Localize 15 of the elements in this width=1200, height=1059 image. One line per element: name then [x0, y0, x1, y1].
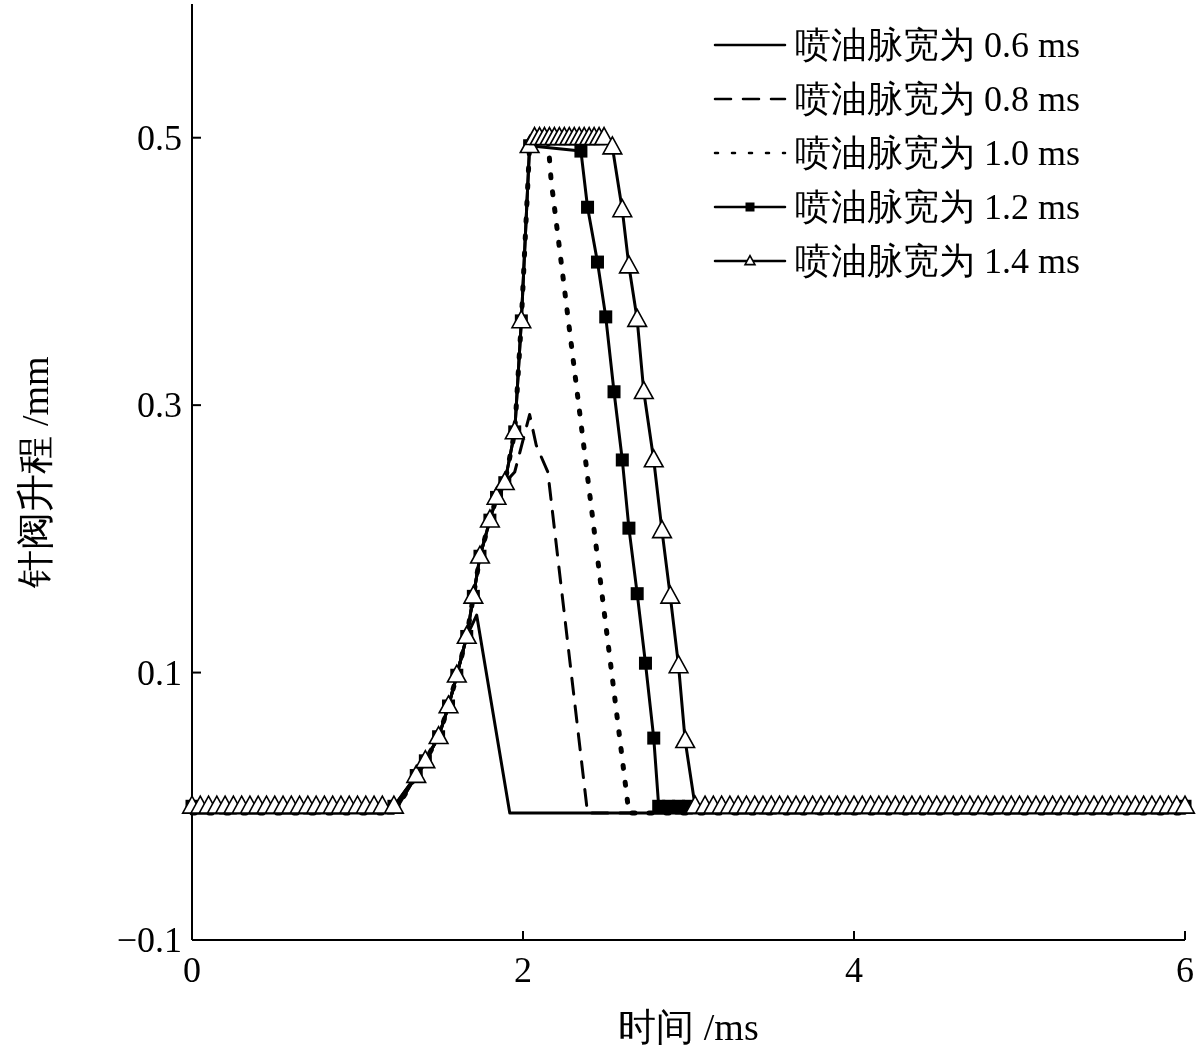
y-tick-label: 0.5 [137, 117, 182, 158]
legend-label: 喷油脉宽为 1.0 ms [795, 133, 1081, 173]
x-tick-label: 2 [514, 950, 532, 990]
x-tick-label: 6 [1176, 950, 1194, 990]
legend-label: 喷油脉宽为 0.6 ms [795, 25, 1081, 65]
x-tick-label: 0 [183, 950, 201, 990]
legend-label: 喷油脉宽为 1.2 ms [795, 187, 1081, 227]
legend-label: 喷油脉宽为 1.4 ms [795, 241, 1081, 281]
x-tick-label: 4 [845, 950, 863, 990]
legend-label: 喷油脉宽为 0.8 ms [795, 79, 1081, 119]
y-tick-label: 0.1 [137, 652, 182, 693]
y-axis-title: 针阀升程 /mm [14, 356, 56, 589]
y-tick-label: −0.1 [116, 920, 182, 960]
y-tick-label: 0.3 [137, 385, 182, 426]
x-axis-title: 时间 /ms [618, 1006, 759, 1048]
